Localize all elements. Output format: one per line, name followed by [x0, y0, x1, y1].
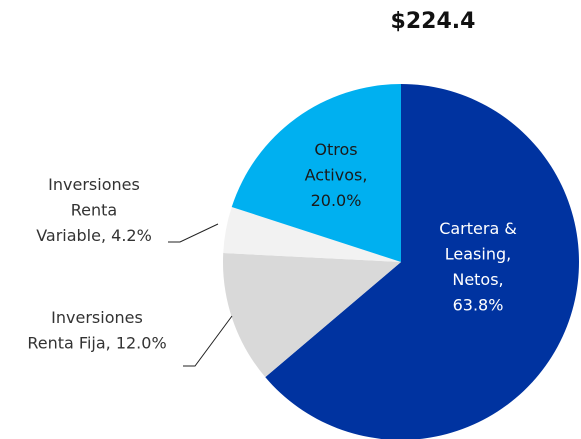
leader-line	[168, 223, 219, 243]
data-label: Inversiones Renta Variable, 4.2%	[36, 175, 152, 245]
data-label: Cartera & Leasing, Netos, 63.8%	[439, 219, 517, 315]
pie-slice	[223, 253, 401, 378]
chart-title: $224.4	[391, 9, 476, 34]
data-label: Inversiones Renta Fija, 12.0%	[27, 308, 166, 353]
pie-slice	[265, 84, 579, 439]
pie-slice	[231, 84, 401, 262]
pie-slice	[223, 206, 401, 262]
data-label: Otros Activos, 20.0%	[305, 140, 368, 210]
leader-line	[183, 315, 233, 367]
